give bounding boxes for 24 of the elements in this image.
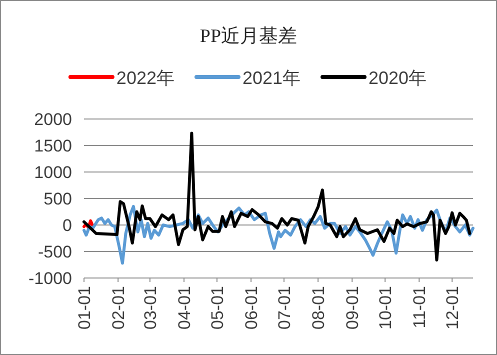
y-tick-label: 1500	[34, 136, 72, 156]
x-tick-label: 04-01	[174, 286, 194, 330]
x-tick-label: 02-01	[109, 286, 128, 330]
x-tick-label: 09-01	[343, 286, 362, 330]
y-tick-label: -500	[38, 242, 72, 262]
y-tick-label: -1000	[28, 269, 72, 288]
x-tick-label: 11-01	[410, 286, 430, 328]
legend-label: 2020年	[368, 68, 427, 88]
x-tick-label: 05-01	[208, 286, 227, 330]
x-tick-label: 08-01	[309, 286, 328, 330]
y-tick-label: 500	[44, 190, 72, 208]
x-tick-label: 12-01	[443, 286, 462, 330]
x-tick-label: 01-01	[75, 286, 94, 330]
y-tick-label: 2000	[34, 110, 72, 129]
legend-label: 2022年	[116, 68, 174, 88]
legend-label: 2021年	[242, 68, 301, 88]
chart-title: PP近月基差	[200, 26, 298, 47]
y-tick-label: 0	[62, 216, 72, 235]
x-tick-label: 07-01	[274, 286, 294, 330]
x-tick-label: 06-01	[242, 286, 262, 330]
y-tick-label: 1000	[34, 163, 72, 182]
x-tick-label: 10-01	[376, 286, 396, 330]
x-tick-label: 03-01	[140, 286, 160, 330]
line-series	[82, 132, 472, 262]
